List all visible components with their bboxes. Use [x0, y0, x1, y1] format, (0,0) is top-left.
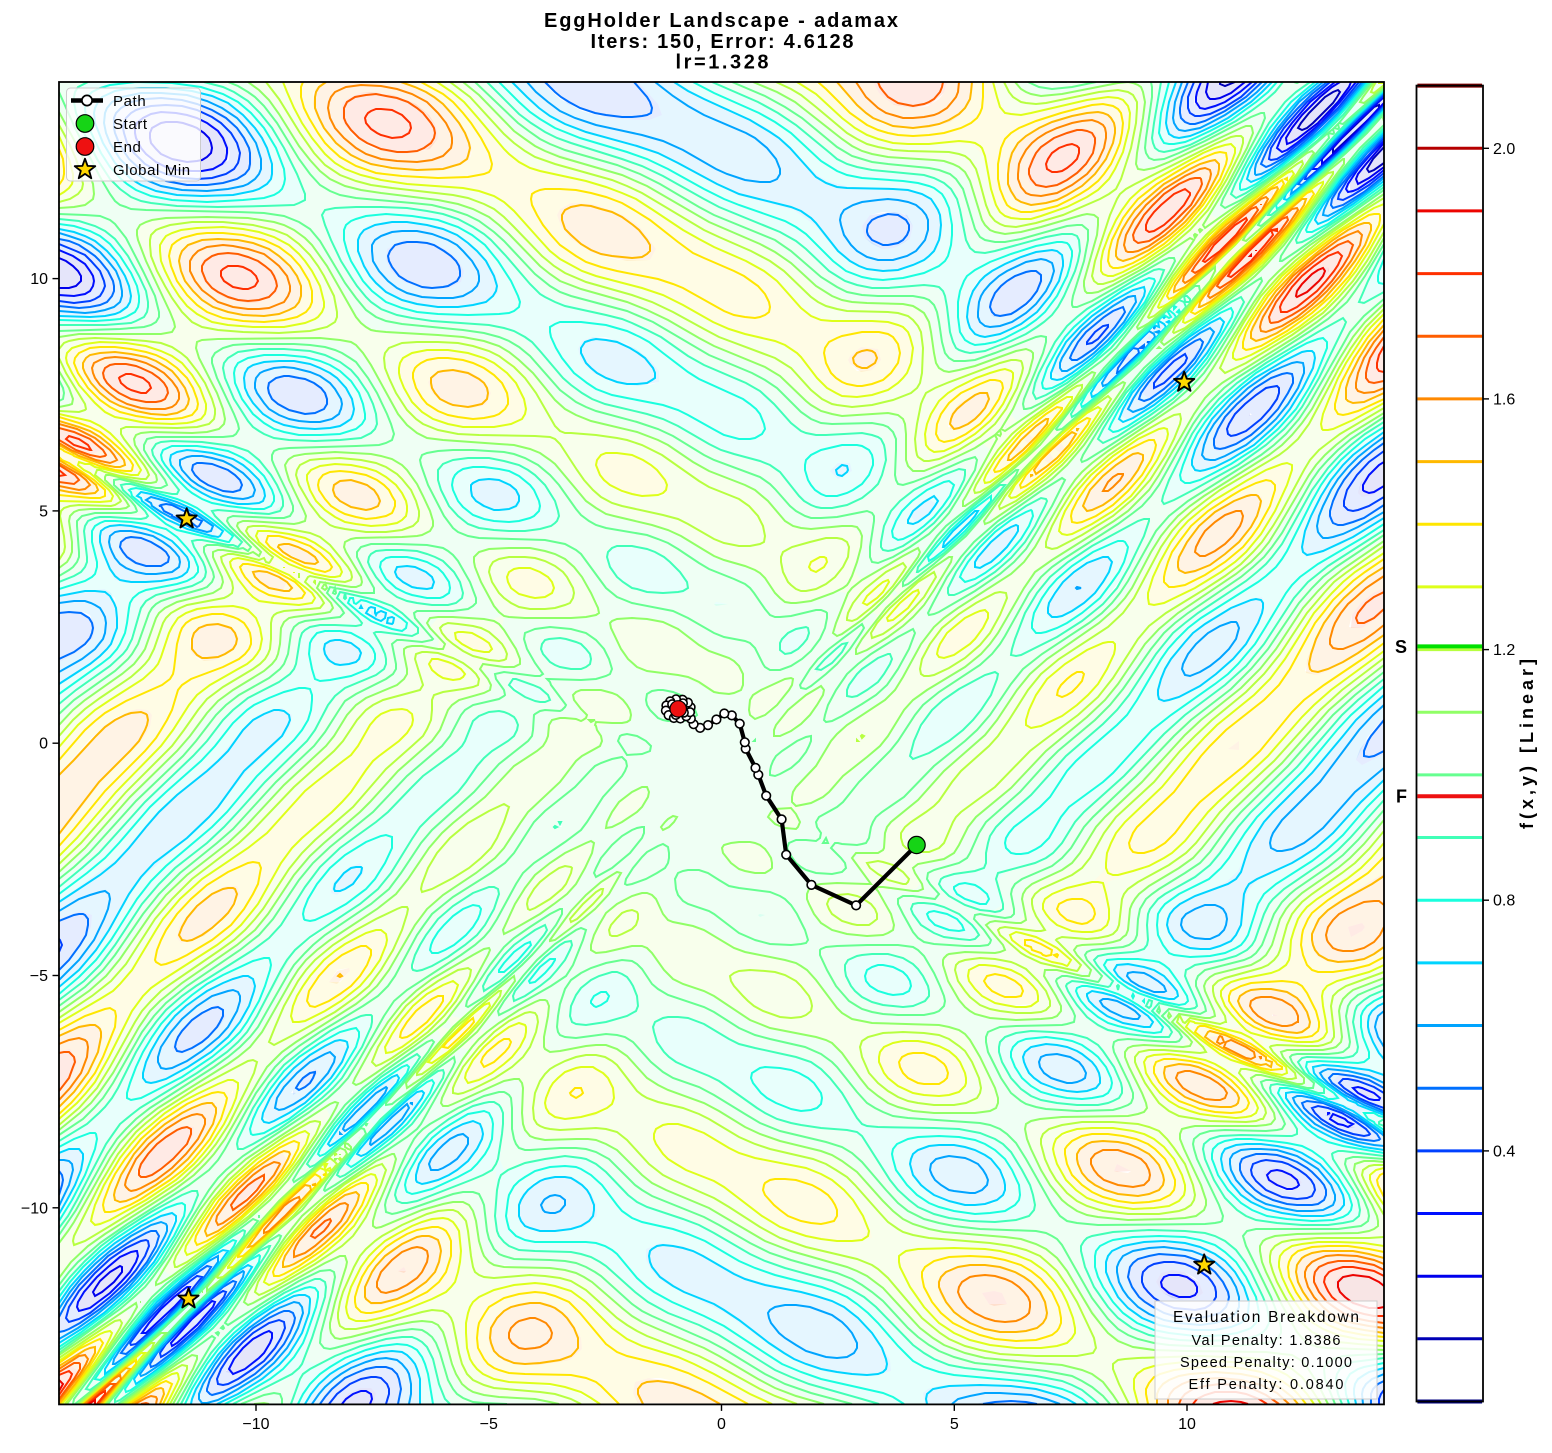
svg-text:0: 0: [717, 1416, 726, 1433]
svg-text:Speed Penalty: 0.1000: Speed Penalty: 0.1000: [1180, 1355, 1352, 1371]
svg-text:0.8: 0.8: [1493, 893, 1515, 910]
svg-text:Global Min: Global Min: [113, 162, 191, 179]
svg-text:−10: −10: [242, 1416, 269, 1433]
svg-text:−5: −5: [30, 968, 48, 985]
svg-text:0.4: 0.4: [1493, 1143, 1515, 1160]
svg-text:End: End: [113, 139, 142, 156]
svg-text:Eff Penalty: 0.0840: Eff Penalty: 0.0840: [1189, 1377, 1344, 1393]
svg-text:Start: Start: [113, 116, 148, 133]
svg-text:f(x,y) [Linear]: f(x,y) [Linear]: [1517, 659, 1537, 829]
svg-text:−10: −10: [21, 1200, 48, 1217]
svg-text:Path: Path: [113, 93, 146, 110]
svg-text:5: 5: [39, 503, 48, 520]
svg-text:Iters: 150, Error: 4.6128: Iters: 150, Error: 4.6128: [591, 31, 854, 53]
svg-text:0: 0: [39, 736, 48, 753]
svg-text:10: 10: [1178, 1416, 1196, 1433]
svg-text:Evaluation Breakdown: Evaluation Breakdown: [1173, 1309, 1359, 1326]
svg-text:S: S: [1395, 637, 1407, 657]
svg-text:5: 5: [950, 1416, 959, 1433]
svg-text:−5: −5: [480, 1416, 498, 1433]
svg-text:2.0: 2.0: [1493, 141, 1515, 158]
svg-text:1.6: 1.6: [1493, 391, 1515, 408]
svg-text:Val Penalty: 1.8386: Val Penalty: 1.8386: [1192, 1333, 1341, 1349]
svg-text:EggHolder Landscape - adamax: EggHolder Landscape - adamax: [544, 10, 898, 32]
svg-text:F: F: [1396, 787, 1407, 807]
svg-text:10: 10: [30, 271, 48, 288]
svg-text:1.2: 1.2: [1493, 642, 1515, 659]
svg-text:lr=1.328: lr=1.328: [676, 51, 769, 73]
